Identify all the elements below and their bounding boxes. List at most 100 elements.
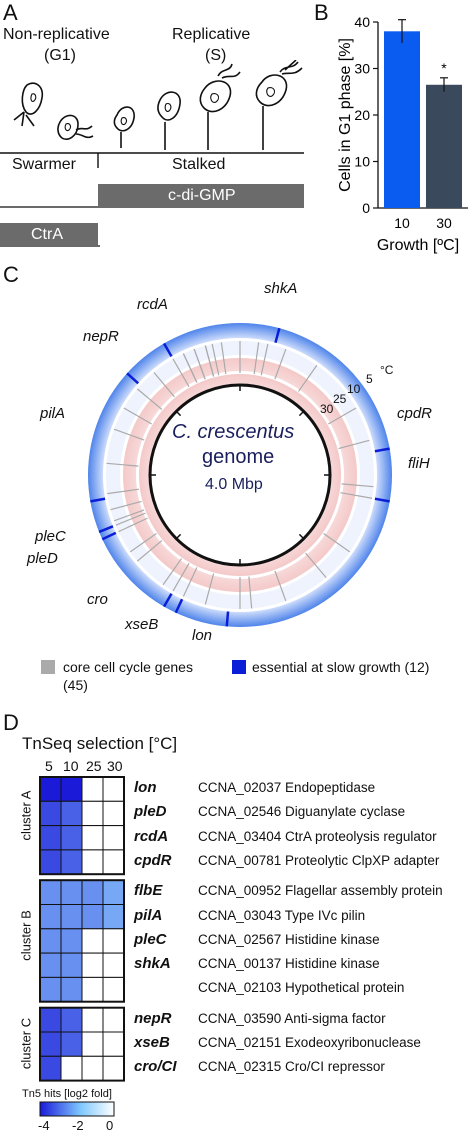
- nonreplicative-label: Non-replicative: [3, 26, 110, 43]
- y-tick-label: 30: [354, 61, 370, 77]
- genome-tick: [298, 533, 305, 540]
- gene-description: CCNA_00137 Histidine kinase: [198, 956, 380, 972]
- gene-description: CCNA_00781 Proteolytic ClpXP adapter: [198, 852, 440, 868]
- y-tick-label: 10: [354, 154, 370, 170]
- gene-name: nepR: [134, 1009, 172, 1027]
- heatmap-cell: [81, 879, 104, 905]
- core-gene-mark: [118, 517, 148, 533]
- cluster-b-label: cluster B: [18, 910, 34, 961]
- genome-tick: [175, 410, 182, 417]
- heatmap-cell: [102, 776, 125, 802]
- heatmap-cell: [81, 825, 104, 851]
- core-gene-mark: [274, 570, 287, 602]
- core-gene-mark: [113, 428, 145, 441]
- heatmap-cell: [39, 952, 62, 978]
- gene-label-flih: fliH: [408, 455, 430, 472]
- core-gene-mark: [211, 343, 220, 376]
- s-label: (S): [205, 47, 227, 64]
- panel-c-letter: C: [3, 262, 19, 287]
- bar: [426, 84, 462, 208]
- heatmap-cell: [39, 928, 62, 954]
- essential-gene-mark: [225, 611, 230, 627]
- heatmap-cell: [102, 1007, 125, 1033]
- cluster-frame: [39, 776, 125, 876]
- core-gene-mark: [182, 567, 198, 597]
- genome-tick: [175, 533, 182, 540]
- heatmap-cell: [81, 976, 104, 1003]
- gene-name: pleC: [134, 930, 167, 948]
- heatmap-cell: [102, 1031, 125, 1057]
- y-tick-label: 0: [362, 200, 370, 216]
- genome-word: genome: [202, 446, 275, 468]
- genome-size: 4.0 Mbp: [205, 476, 263, 493]
- essential-gene-mark: [90, 497, 106, 503]
- core-gene-mark: [136, 388, 163, 410]
- col-label-25: 25: [86, 758, 102, 774]
- heatmap-cell: [81, 1007, 104, 1033]
- core-gene-mark: [260, 343, 269, 376]
- gene-description: CCNA_00952 Flagellar assembly protein: [198, 883, 443, 899]
- genome-name: C. crescentus: [172, 421, 295, 443]
- heatmap-cell: [60, 928, 83, 954]
- heatmap-cell: [60, 1007, 83, 1033]
- heatmap-cell: [102, 928, 125, 954]
- genome-circos-plot: [88, 323, 392, 627]
- heatmap-cell: [81, 928, 104, 954]
- core-gene-mark: [328, 407, 357, 425]
- bar: [384, 31, 420, 208]
- gene-description: CCNA_02546 Diguanylate cyclase: [198, 804, 406, 820]
- heatmap-cell: [60, 879, 83, 905]
- heatmap-cell: [39, 849, 62, 875]
- core-gene-mark: [182, 353, 198, 383]
- heatmap-cell: [102, 976, 125, 1003]
- heatmap-cell: [39, 1055, 62, 1082]
- heatmap-cell: [81, 776, 104, 802]
- cluster-a-label: cluster A: [18, 790, 34, 841]
- heatmap-cell: [102, 800, 125, 827]
- stalked-label: Stalked: [172, 156, 226, 173]
- heatmap-cell: [39, 904, 62, 930]
- heatmap-cell: [102, 879, 125, 905]
- legend-core-swatch: [41, 660, 55, 674]
- core-gene-mark: [298, 364, 318, 392]
- tnseq-heatmap: [39, 776, 125, 1117]
- heatmap-cell: [102, 849, 125, 875]
- heatmap-cell: [39, 879, 62, 905]
- core-gene-mark: [274, 348, 287, 380]
- core-gene-mark: [341, 483, 374, 488]
- gene-description: CCNA_02037 Endopeptidase: [198, 780, 376, 795]
- gene-description: CCNA_02151 Exodeoxyribonuclease: [198, 1035, 421, 1050]
- gene-name: pilA: [134, 906, 163, 924]
- y-tick-label: 40: [354, 14, 370, 30]
- legend-essential-label: essential at slow growth (12): [252, 659, 430, 675]
- g1-label: (G1): [44, 47, 76, 64]
- ctra-bar-label: CtrA: [31, 226, 63, 243]
- gene-description: CCNA_03043 Type IVc pilin: [198, 907, 366, 923]
- gene-label-plec: pleC: [35, 528, 66, 545]
- core-gene-mark: [204, 345, 215, 377]
- significance-mark: *: [441, 60, 447, 76]
- gene-label-xseb: xseB: [125, 616, 159, 633]
- gene-label-nepr: nepR: [83, 328, 119, 345]
- heatmap-cell: [39, 1007, 62, 1033]
- core-gene-mark: [172, 563, 190, 592]
- heatmap-cell: [102, 904, 125, 930]
- core-gene-mark: [323, 533, 351, 553]
- gene-name: cpdR: [134, 851, 172, 869]
- gene-description: CCNA_03590 Anti-sigma factor: [198, 1010, 386, 1026]
- heatmap-cell: [81, 904, 104, 930]
- essential-gene-mark: [98, 525, 114, 534]
- x-tick-label: 30: [436, 215, 452, 231]
- core-gene-mark: [129, 533, 157, 553]
- heatmap-cell: [102, 952, 125, 978]
- scale-tick-0: 0: [106, 1118, 114, 1133]
- core-gene-mark: [153, 371, 175, 398]
- gene-description: CCNA_03404 CtrA proteolysis regulator: [198, 828, 437, 844]
- core-gene-mark: [220, 342, 227, 375]
- heatmap-cell: [60, 849, 83, 875]
- gene-name: lon: [134, 779, 157, 796]
- heatmap-cell: [102, 825, 125, 851]
- core-gene-mark: [106, 462, 139, 467]
- core-gene-mark: [248, 576, 253, 609]
- col-label-5: 5: [45, 758, 53, 774]
